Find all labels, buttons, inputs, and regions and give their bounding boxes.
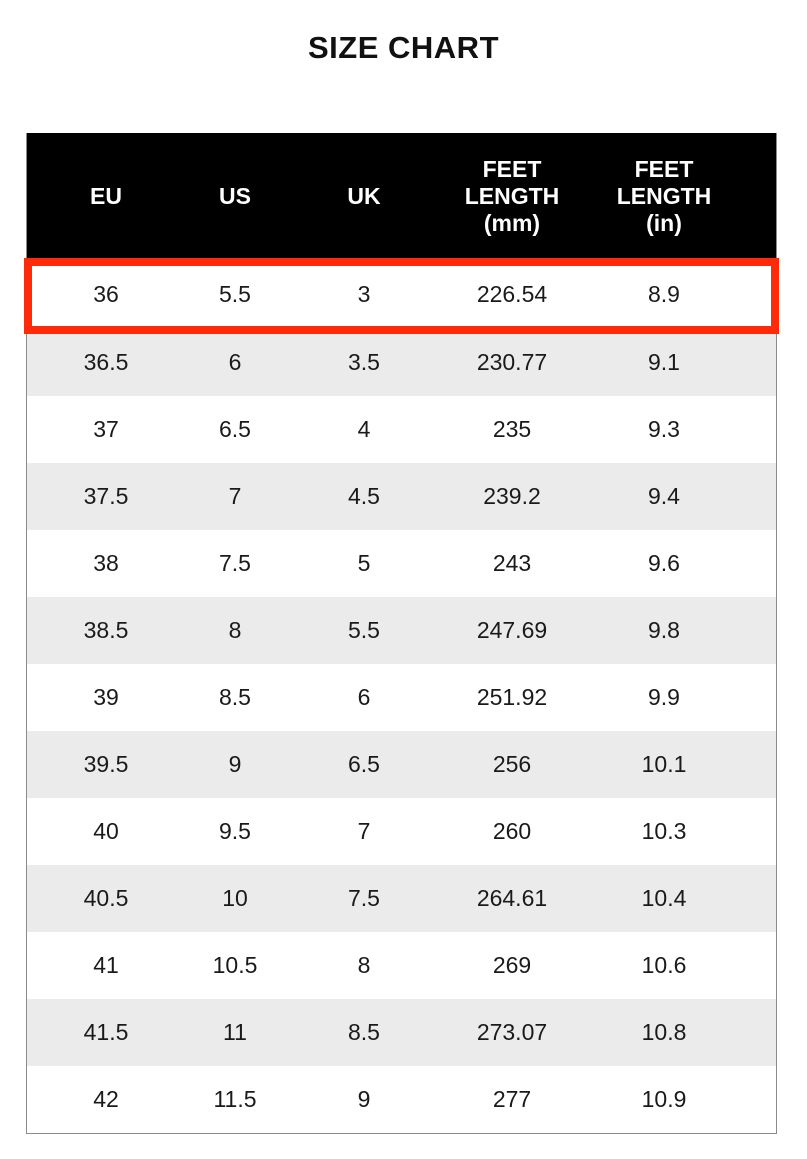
table-cell: 10.4 (641, 885, 687, 911)
column-header: UK (285, 183, 443, 210)
table-row: 38.5 8 5.5 247.69 9.8 (27, 597, 776, 664)
table-cell: 8 (228, 617, 242, 643)
table-cell: 10.3 (641, 818, 687, 844)
table-cell: 39 (93, 684, 119, 710)
table-cell: 235 (492, 416, 532, 442)
table-row: 38 7.5 5 243 9.6 (27, 530, 776, 597)
table-cell: 264.61 (476, 885, 548, 911)
table-cell: 11 (223, 1019, 247, 1045)
table-cell: 9.5 (219, 818, 251, 844)
table-row: 36.5 6 3.5 230.77 9.1 (27, 329, 776, 396)
table-cell: 7 (228, 483, 242, 509)
column-header: FEET LENGTH (mm) (443, 156, 581, 237)
column-header-line: LENGTH (464, 182, 560, 209)
table-cell: 9.4 (648, 483, 680, 509)
table-header: EU US UK FEET LENGTH (mm) FEET LENGTH (in) (27, 133, 776, 259)
table-cell: 40.5 (83, 885, 129, 911)
table-row-highlighted: 36 5.5 3 226.54 8.9 (24, 258, 779, 334)
table-cell: 277 (492, 1086, 532, 1112)
table-cell: 8 (357, 952, 371, 978)
table-row: 40 9.5 7 260 10.3 (27, 798, 776, 865)
table-cell: 10 (222, 885, 248, 911)
table-cell: 4 (357, 416, 371, 442)
table-cell: 10.9 (641, 1086, 687, 1112)
table-cell: 9.1 (648, 349, 680, 375)
table-cell: 36 (93, 280, 119, 307)
column-header: US (185, 183, 285, 210)
column-header-line: EU (90, 182, 122, 209)
table-cell: 9.9 (648, 684, 680, 710)
table-cell: 9.3 (648, 416, 680, 442)
table-cell: 10.8 (641, 1019, 687, 1045)
table-row: 40.5 10 7.5 264.61 10.4 (27, 865, 776, 932)
table-cell: 8.5 (219, 684, 251, 710)
table-cell: 36.5 (83, 349, 129, 375)
table-cell: 11.5 (213, 1086, 257, 1112)
column-header-line: US (219, 182, 251, 209)
table-cell: 226.54 (476, 280, 548, 307)
table-cell: 38.5 (83, 617, 129, 643)
table-cell: 41 (93, 952, 119, 978)
table-cell: 273.07 (476, 1019, 548, 1045)
table-cell: 37.5 (83, 483, 129, 509)
table-cell: 7 (357, 818, 371, 844)
table-cell: 3.5 (348, 349, 380, 375)
table-cell: 5.5 (348, 617, 380, 643)
table-row: 42 11.5 9 277 10.9 (27, 1066, 776, 1133)
table-cell: 40 (93, 818, 119, 844)
table-row: 37 6.5 4 235 9.3 (27, 396, 776, 463)
column-header-line: (mm) (483, 209, 541, 236)
table-row: 39.5 9 6.5 256 10.1 (27, 731, 776, 798)
table-cell: 39.5 (83, 751, 129, 777)
table-cell: 8.9 (648, 280, 680, 307)
table-cell: 42 (93, 1086, 119, 1112)
table-row: 39 8.5 6 251.92 9.9 (27, 664, 776, 731)
table-cell: 8.5 (348, 1019, 380, 1045)
table-cell: 9 (357, 1086, 371, 1112)
page-title: SIZE CHART (308, 30, 499, 65)
table-cell: 247.69 (476, 617, 548, 643)
table-cell: 7.5 (219, 550, 251, 576)
table-cell: 6.5 (219, 416, 251, 442)
column-header-line: (in) (646, 209, 682, 236)
table-cell: 9.6 (648, 550, 680, 576)
table-cell: 37 (93, 416, 119, 442)
column-header-line: LENGTH (616, 182, 712, 209)
table-cell: 10.6 (641, 952, 687, 978)
table-cell: 269 (492, 952, 532, 978)
table-cell: 9.8 (648, 617, 680, 643)
column-header-line: FEET (482, 155, 542, 182)
table-cell: 251.92 (476, 684, 548, 710)
table-cell: 6 (228, 349, 242, 375)
table-row: 41 10.5 8 269 10.6 (27, 932, 776, 999)
column-header: EU (27, 183, 185, 210)
column-header-line: UK (347, 182, 381, 209)
table-cell: 10.1 (641, 751, 687, 777)
size-chart-table: EU US UK FEET LENGTH (mm) FEET LENGTH (in) 36 5.5… (24, 133, 779, 1134)
table-cell: 6.5 (348, 751, 380, 777)
table-cell: 260 (492, 818, 532, 844)
table-cell: 256 (492, 751, 532, 777)
table-cell: 230.77 (476, 349, 548, 375)
table-cell: 41.5 (83, 1019, 129, 1045)
table-cell: 38 (93, 550, 119, 576)
column-header: FEET LENGTH (in) (581, 156, 747, 237)
table-cell: 7.5 (348, 885, 380, 911)
table-cell: 9 (228, 751, 242, 777)
table-cell: 10.5 (212, 952, 258, 978)
table-cell: 239.2 (483, 483, 541, 509)
table-cell: 6 (357, 684, 371, 710)
table-row: 37.5 7 4.5 239.2 9.4 (27, 463, 776, 530)
column-header-line: FEET (634, 155, 694, 182)
table-cell: 243 (492, 550, 532, 576)
table-cell: 3 (357, 280, 371, 307)
table-cell: 5 (357, 550, 371, 576)
table-row: 41.5 11 8.5 273.07 10.8 (27, 999, 776, 1066)
table-cell: 4.5 (348, 483, 380, 509)
table-cell: 5.5 (219, 280, 251, 307)
